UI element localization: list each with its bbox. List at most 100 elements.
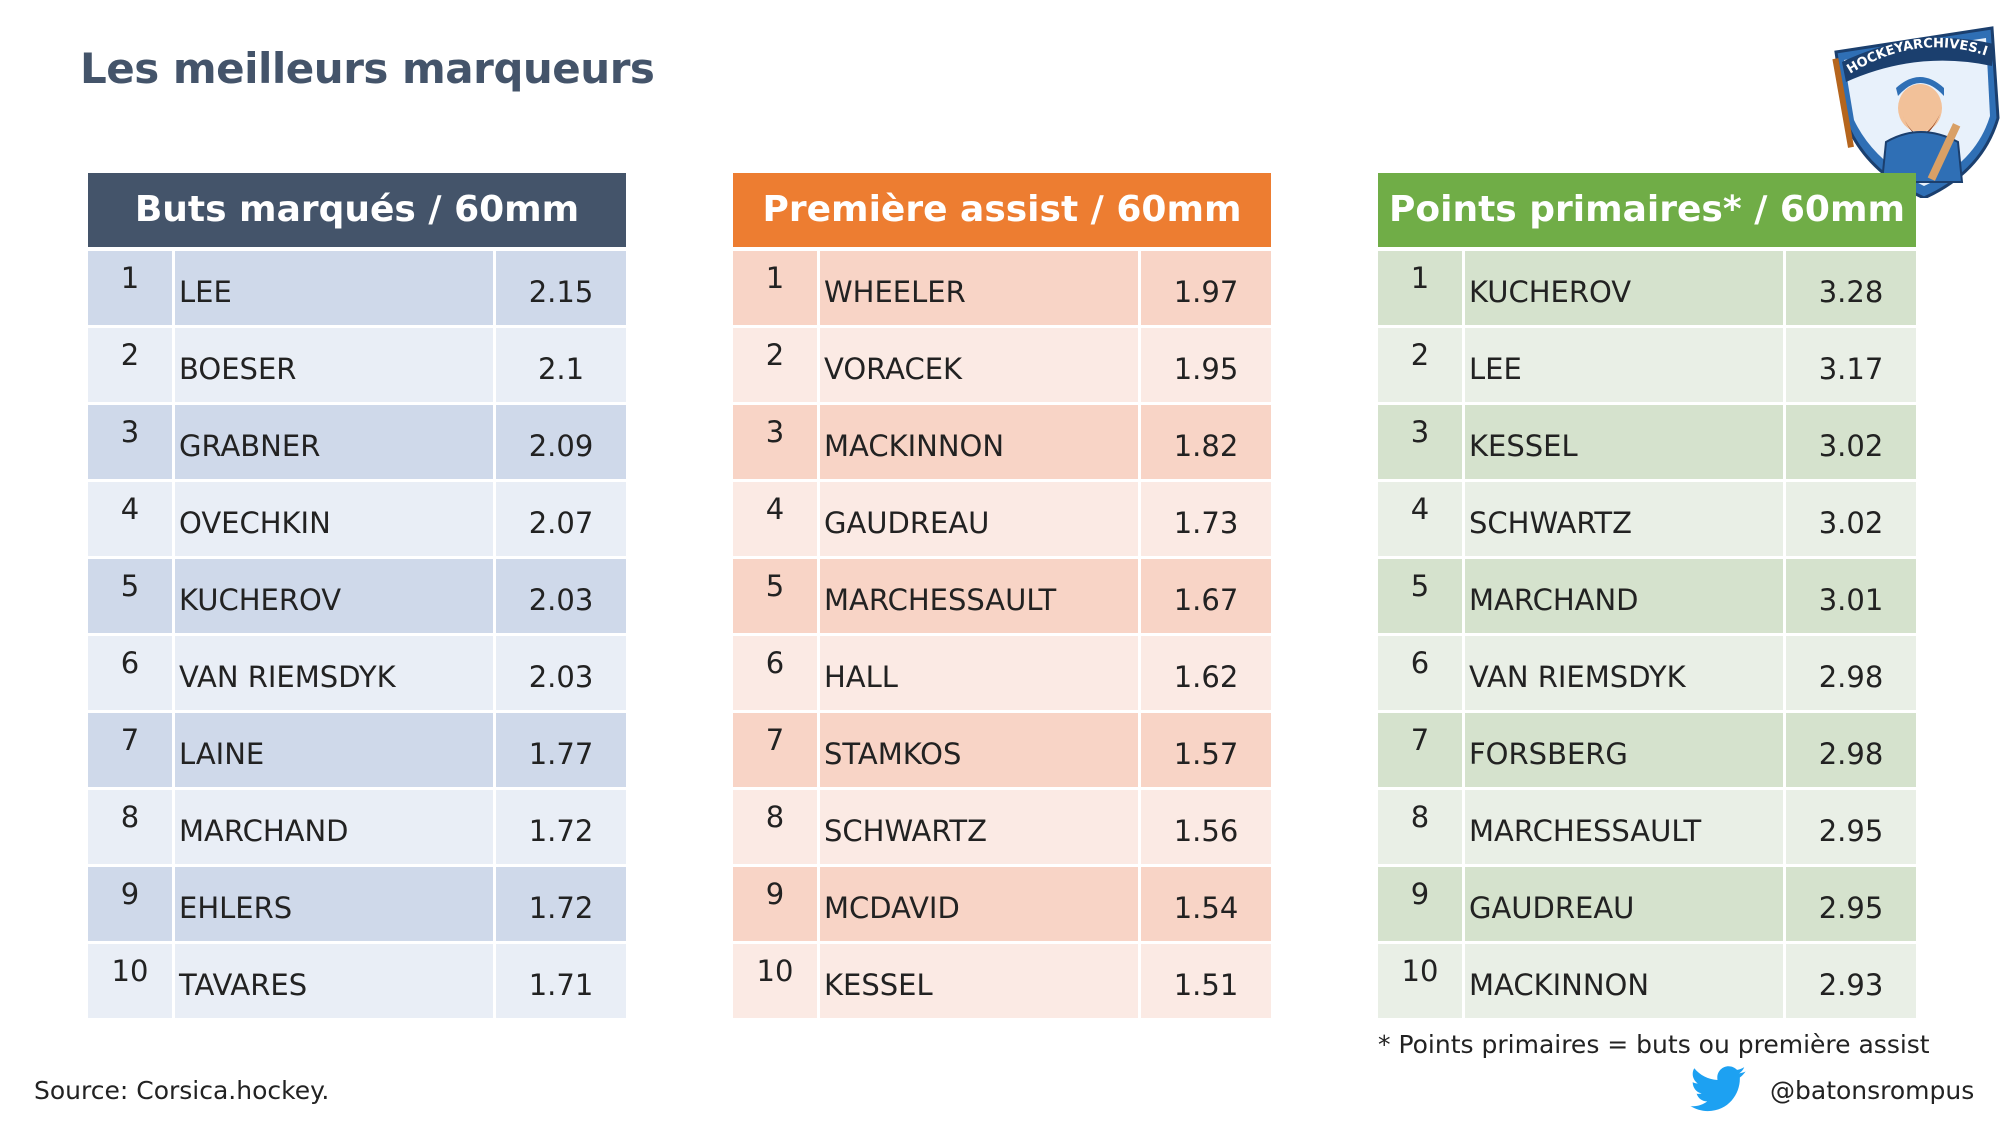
rank-cell: 5	[765, 569, 785, 603]
rank-cell: 9	[765, 877, 785, 911]
rank-cell: 7	[120, 723, 140, 757]
table-row: 1 WHEELER 1.97	[733, 251, 1271, 325]
value-cell: 2.95	[1818, 814, 1884, 848]
rank-cell: 1	[1410, 261, 1430, 295]
table-row: 4 OVECHKIN 2.07	[88, 482, 626, 556]
player-name-cell: MARCHAND	[1462, 559, 1786, 633]
rank-cell: 9	[120, 877, 140, 911]
value-cell: 1.73	[1173, 506, 1239, 540]
rank-cell: 2	[120, 338, 140, 372]
player-name-cell: VAN RIEMSDYK	[1462, 636, 1786, 710]
value-cell: 2.98	[1818, 737, 1884, 771]
player-name-cell: KUCHEROV	[172, 559, 496, 633]
player-name-cell: SCHWARTZ	[1462, 482, 1786, 556]
player-name-cell: STAMKOS	[817, 713, 1141, 787]
player-name-cell: TAVARES	[172, 944, 496, 1018]
table-row: 6 HALL 1.62	[733, 636, 1271, 710]
table-row: 7 STAMKOS 1.57	[733, 713, 1271, 787]
table-row: 9 MCDAVID 1.54	[733, 867, 1271, 941]
table-row: 10 KESSEL 1.51	[733, 944, 1271, 1018]
value-cell: 2.93	[1818, 968, 1884, 1002]
table-row: 5 MARCHESSAULT 1.67	[733, 559, 1271, 633]
table-row: 6 VAN RIEMSDYK 2.98	[1378, 636, 1916, 710]
player-name-cell: LEE	[1462, 328, 1786, 402]
player-name-cell: GAUDREAU	[817, 482, 1141, 556]
value-cell: 2.03	[528, 583, 594, 617]
table-row: 7 LAINE 1.77	[88, 713, 626, 787]
table-row: 3 GRABNER 2.09	[88, 405, 626, 479]
player-name-cell: VAN RIEMSDYK	[172, 636, 496, 710]
value-cell: 1.67	[1173, 583, 1239, 617]
value-cell: 2.98	[1818, 660, 1884, 694]
table-body: 1 WHEELER 1.97 2 VORACEK 1.95 3 MACKINNON 1.82 4 G…	[733, 251, 1271, 1018]
rank-cell: 7	[765, 723, 785, 757]
rank-cell: 7	[1410, 723, 1430, 757]
table-row: 8 MARCHESSAULT 2.95	[1378, 790, 1916, 864]
hockeyarchives-logo: HOCKEYARCHIVES.INFO	[1822, 22, 2000, 198]
value-cell: 2.03	[528, 660, 594, 694]
rank-cell: 8	[120, 800, 140, 834]
player-name-cell: MCDAVID	[817, 867, 1141, 941]
table-row: 8 MARCHAND 1.72	[88, 790, 626, 864]
value-cell: 1.72	[528, 814, 594, 848]
twitter-icon	[1690, 1066, 1746, 1112]
table-row: 10 MACKINNON 2.93	[1378, 944, 1916, 1018]
table-row: 3 MACKINNON 1.82	[733, 405, 1271, 479]
table-row: 9 GAUDREAU 2.95	[1378, 867, 1916, 941]
player-name-cell: LEE	[172, 251, 496, 325]
rank-cell: 8	[765, 800, 785, 834]
player-name-cell: MARCHESSAULT	[1462, 790, 1786, 864]
value-cell: 2.07	[528, 506, 594, 540]
twitter-handle[interactable]: @batonsrompus	[1770, 1076, 1975, 1105]
value-cell: 1.71	[528, 968, 594, 1002]
rank-cell: 10	[1401, 954, 1439, 988]
value-cell: 3.02	[1818, 429, 1884, 463]
table-row: 7 FORSBERG 2.98	[1378, 713, 1916, 787]
player-name-cell: KESSEL	[1462, 405, 1786, 479]
value-cell: 3.17	[1818, 352, 1884, 386]
rank-cell: 10	[111, 954, 149, 988]
table-body: 1 KUCHEROV 3.28 2 LEE 3.17 3 KESSEL 3.02 4 SCHWART…	[1378, 251, 1916, 1018]
source-text: Source: Corsica.hockey.	[34, 1076, 330, 1105]
rank-cell: 6	[120, 646, 140, 680]
table-header: Première assist / 60mm	[733, 173, 1271, 247]
player-name-cell: MACKINNON	[1462, 944, 1786, 1018]
player-name-cell: VORACEK	[817, 328, 1141, 402]
player-name-cell: MACKINNON	[817, 405, 1141, 479]
table-row: 2 BOESER 2.1	[88, 328, 626, 402]
value-cell: 1.72	[528, 891, 594, 925]
table-row: 3 KESSEL 3.02	[1378, 405, 1916, 479]
player-name-cell: GAUDREAU	[1462, 867, 1786, 941]
table-body: 1 LEE 2.15 2 BOESER 2.1 3 GRABNER 2.09 4 OVECHKIN 2…	[88, 251, 626, 1018]
value-cell: 1.62	[1173, 660, 1239, 694]
rank-cell: 6	[1410, 646, 1430, 680]
table-row: 5 MARCHAND 3.01	[1378, 559, 1916, 633]
value-cell: 1.51	[1173, 968, 1239, 1002]
rank-cell: 3	[1410, 415, 1430, 449]
table-row: 6 VAN RIEMSDYK 2.03	[88, 636, 626, 710]
value-cell: 2.95	[1818, 891, 1884, 925]
table-row: 5 KUCHEROV 2.03	[88, 559, 626, 633]
rank-cell: 8	[1410, 800, 1430, 834]
rank-cell: 6	[765, 646, 785, 680]
table-points-primaires: Points primaires* / 60mm 1 KUCHEROV 3.28 2 L…	[1378, 173, 1916, 1021]
player-name-cell: HALL	[817, 636, 1141, 710]
player-name-cell: MARCHAND	[172, 790, 496, 864]
player-name-cell: FORSBERG	[1462, 713, 1786, 787]
rank-cell: 5	[120, 569, 140, 603]
player-name-cell: GRABNER	[172, 405, 496, 479]
value-cell: 1.56	[1173, 814, 1239, 848]
player-name-cell: MARCHESSAULT	[817, 559, 1141, 633]
rank-cell: 1	[120, 261, 140, 295]
value-cell: 1.97	[1173, 275, 1239, 309]
value-cell: 2.09	[528, 429, 594, 463]
player-name-cell: LAINE	[172, 713, 496, 787]
table-row: 4 SCHWARTZ 3.02	[1378, 482, 1916, 556]
table-premiere-assist: Première assist / 60mm 1 WHEELER 1.97 2 VORA…	[733, 173, 1271, 1021]
table-header: Buts marqués / 60mm	[88, 173, 626, 247]
value-cell: 1.95	[1173, 352, 1239, 386]
table-row: 8 SCHWARTZ 1.56	[733, 790, 1271, 864]
table-buts: Buts marqués / 60mm 1 LEE 2.15 2 BOESER 2.1 3 G…	[88, 173, 626, 1021]
player-name-cell: KUCHEROV	[1462, 251, 1786, 325]
table-header: Points primaires* / 60mm	[1378, 173, 1916, 247]
